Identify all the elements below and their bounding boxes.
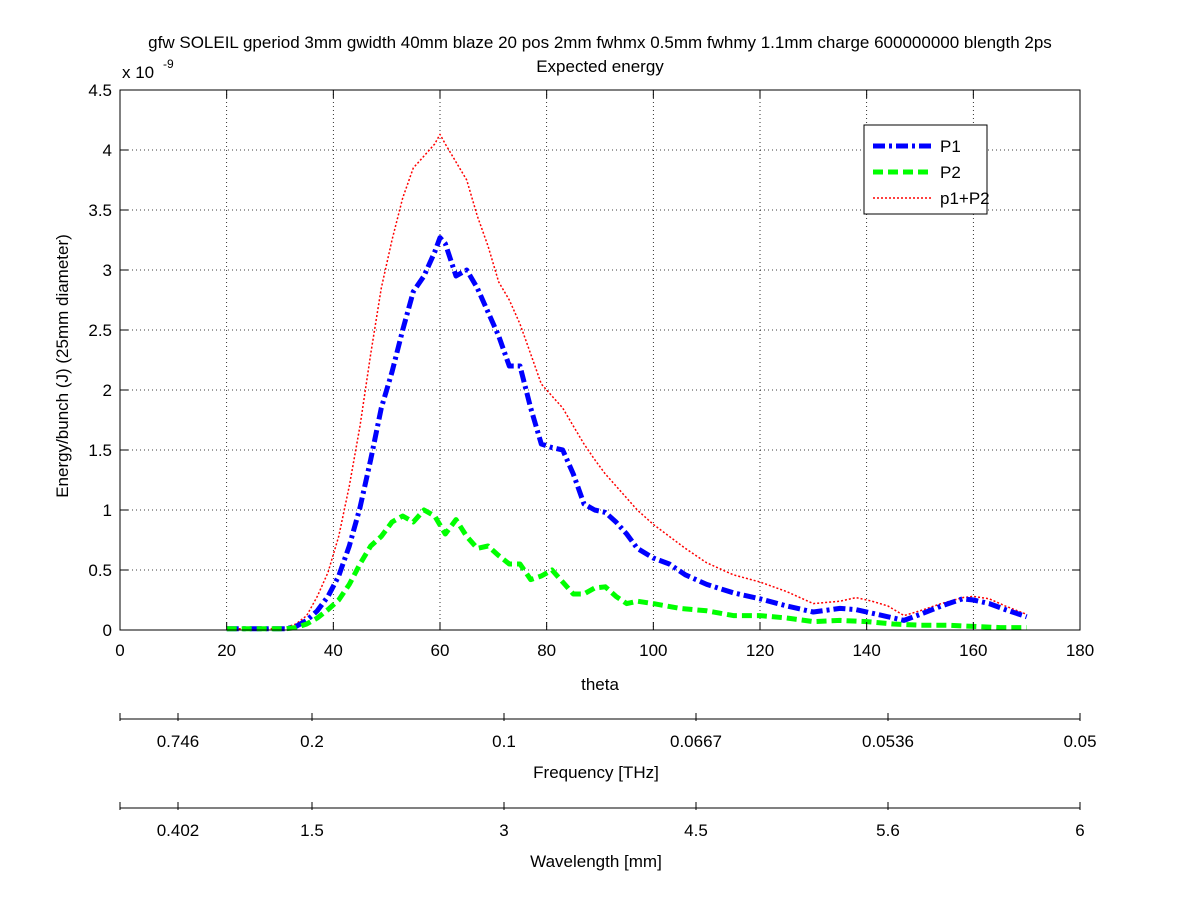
wavelength-tick-label: 0.402 [157,821,200,840]
x-tick-label: 20 [217,641,236,660]
y-tick-label: 4.5 [88,81,112,100]
legend-label-p1-p2: p1+P2 [940,189,990,208]
y-tick-label: 1.5 [88,441,112,460]
chart-subtitle: Expected energy [536,57,664,76]
x-tick-label: 40 [324,641,343,660]
series-line-p1 [226,235,1028,632]
wavelength-tick-label: 5.6 [876,821,900,840]
grid-layer [120,90,1080,630]
legend: P1 P2 p1+P2 [863,124,990,215]
y-tick-label: 4 [103,141,112,160]
wavelength-tick-label: 6 [1075,821,1084,840]
wavelength-axis-ticks: 0.402 1.5 3 4.5 5.6 6 [119,802,1085,840]
frequency-tick-label: 0.746 [157,732,200,751]
frequency-tick-label: 0.1 [492,732,516,751]
y-multiplier-exp: -9 [163,57,174,71]
x-tick-label: 120 [746,641,774,660]
plot-frame [119,89,1081,631]
frequency-axis: 0.746 0.2 0.1 0.0667 0.0536 0.05 Frequency [T… [119,713,1097,782]
y-multiplier-base: x 10 [122,63,154,82]
y-tick-label: 0 [103,621,112,640]
y-tick-label: 3.5 [88,201,112,220]
y-tick-label: 2 [103,381,112,400]
frequency-axis-label: Frequency [THz] [533,763,659,782]
y-axis-label: Energy/bunch (J) (25mm diameter) [53,234,72,498]
legend-entries: P1 P2 p1+P2 [873,137,990,208]
x-tick-label: 60 [431,641,450,660]
frequency-tick-label: 0.0667 [670,732,722,751]
x-tick-label: 180 [1066,641,1094,660]
wavelength-axis: 0.402 1.5 3 4.5 5.6 6 Wavelength [mm] [119,802,1085,871]
y-tick-label: 1 [103,501,112,520]
x-axis-label: theta [581,675,619,694]
wavelength-tick-label: 1.5 [300,821,324,840]
frequency-tick-label: 0.05 [1063,732,1096,751]
series-line-p2 [226,507,1027,632]
x-tick-label: 160 [959,641,987,660]
y-tick-label: 2.5 [88,321,112,340]
y-tick-label: 3 [103,261,112,280]
frequency-axis-ticks: 0.746 0.2 0.1 0.0667 0.0536 0.05 [119,713,1097,751]
frequency-tick-label: 0.0536 [862,732,914,751]
wavelength-tick-label: 4.5 [684,821,708,840]
chart-title: gfw SOLEIL gperiod 3mm gwidth 40mm blaze… [148,33,1052,52]
x-tick-label: 100 [639,641,667,660]
wavelength-tick-label: 3 [499,821,508,840]
series-layer [226,133,1028,632]
wavelength-axis-label: Wavelength [mm] [530,852,662,871]
x-tick-label: 80 [537,641,556,660]
frequency-tick-label: 0.2 [300,732,324,751]
legend-label-p1: P1 [940,137,961,156]
x-tick-label: 0 [115,641,124,660]
x-tick-label: 140 [852,641,880,660]
y-tick-label: 0.5 [88,561,112,580]
tick-layer: 0 20 40 60 80 100 120 140 160 180 0 0.5 1 1.5 2 2.5 3 3.5… [88,81,1094,660]
legend-label-p2: P2 [940,163,961,182]
